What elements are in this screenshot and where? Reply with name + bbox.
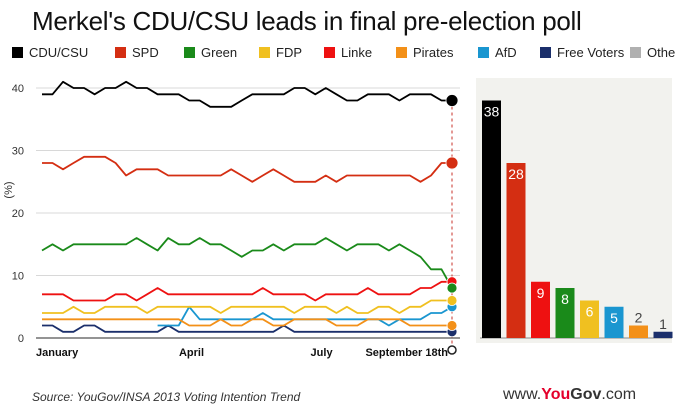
legend: CDU/CSU SPD Green FDP Linke Pirates AfD Free Vo… bbox=[12, 44, 675, 62]
series-line-green bbox=[41, 237, 453, 289]
brand-logo: www.YouGov.com bbox=[503, 386, 636, 404]
legend-label: Linke bbox=[341, 44, 373, 60]
legend-swatch bbox=[324, 46, 335, 58]
series-line-afd bbox=[157, 305, 453, 327]
legend-item-other: Other bbox=[630, 44, 675, 60]
x-tick-label: January bbox=[36, 347, 79, 359]
legend-item-pirates: Pirates bbox=[396, 44, 453, 60]
legend-item-linke: Linke bbox=[324, 44, 372, 60]
legend-label: Green bbox=[201, 44, 238, 60]
x-tick-label: September 18th bbox=[365, 347, 448, 359]
legend-swatch bbox=[12, 46, 23, 58]
y-tick-label: 20 bbox=[12, 208, 24, 220]
bar-fdp bbox=[580, 300, 599, 338]
y-tick-label: 10 bbox=[12, 271, 24, 283]
brand-gov: Gov bbox=[570, 386, 602, 403]
legend-item-spd: SPD bbox=[115, 44, 159, 60]
legend-label: FDP bbox=[276, 44, 302, 60]
y-axis-label: (%) bbox=[3, 181, 15, 198]
bar-data-label: 9 bbox=[537, 285, 545, 301]
bar-linke bbox=[531, 281, 550, 338]
bar-data-label: 28 bbox=[508, 166, 524, 182]
source-note: Source: YouGov/INSA 2013 Voting Intentio… bbox=[32, 390, 301, 404]
series-line-pirates bbox=[42, 318, 452, 327]
final-point-fdp bbox=[446, 295, 458, 306]
chart-title: Merkel's CDU/CSU leads in final pre-elec… bbox=[32, 6, 582, 36]
bar-cdu-csu bbox=[482, 100, 501, 338]
legend-label: Other bbox=[647, 44, 675, 60]
legend-item-afd: AfD bbox=[478, 44, 517, 60]
brand-suffix: .com bbox=[601, 386, 637, 403]
final-point-green bbox=[446, 282, 458, 294]
y-tick-label: 0 bbox=[18, 333, 24, 345]
bar-data-label: 6 bbox=[586, 304, 594, 320]
bar-green bbox=[555, 288, 575, 338]
legend-swatch bbox=[478, 46, 489, 58]
legend-swatch bbox=[184, 46, 195, 58]
bar-afd bbox=[604, 306, 624, 338]
y-tick-label: 40 bbox=[12, 83, 24, 95]
y-tick-label: 30 bbox=[12, 146, 24, 158]
bar-data-label: 38 bbox=[484, 104, 500, 120]
legend-item-free-voters: Free Voters bbox=[540, 44, 624, 60]
bar-pirates bbox=[629, 325, 648, 338]
legend-label: CDU/CSU bbox=[29, 44, 89, 60]
legend-label: Free Voters bbox=[557, 44, 625, 60]
series-line-free-voters bbox=[42, 324, 452, 333]
bar-free-voters bbox=[653, 331, 673, 338]
brand-prefix: www. bbox=[503, 386, 542, 403]
series-line-spd bbox=[42, 155, 452, 183]
legend-swatch bbox=[630, 46, 641, 58]
legend-swatch bbox=[540, 46, 551, 58]
x-tick-label: July bbox=[311, 347, 334, 359]
final-point-spd bbox=[445, 156, 459, 170]
legend-label: Pirates bbox=[413, 44, 454, 60]
legend-label: AfD bbox=[495, 44, 517, 60]
bar-spd bbox=[506, 163, 526, 338]
final-point-pirates bbox=[446, 320, 458, 331]
legend-item-fdp: FDP bbox=[259, 44, 302, 60]
legend-item-green: Green bbox=[184, 44, 237, 60]
x-tick-label: April bbox=[179, 347, 204, 359]
legend-label: SPD bbox=[132, 44, 159, 60]
series-line-cdu-csu bbox=[42, 80, 452, 108]
legend-item-cdu-csu: CDU/CSU bbox=[12, 44, 88, 60]
series-line-linke bbox=[42, 280, 452, 302]
brand-you: You bbox=[541, 386, 571, 403]
bar-data-label: 1 bbox=[659, 316, 667, 332]
bar-data-label: 2 bbox=[635, 310, 643, 326]
legend-swatch bbox=[259, 46, 270, 58]
legend-swatch bbox=[115, 46, 126, 58]
bar-data-label: 8 bbox=[561, 291, 569, 307]
legend-swatch bbox=[396, 46, 407, 58]
bar-data-label: 5 bbox=[610, 310, 618, 326]
final-date-marker bbox=[447, 345, 457, 355]
series-line-fdp bbox=[42, 299, 452, 314]
final-point-cdu-csu bbox=[445, 94, 459, 107]
